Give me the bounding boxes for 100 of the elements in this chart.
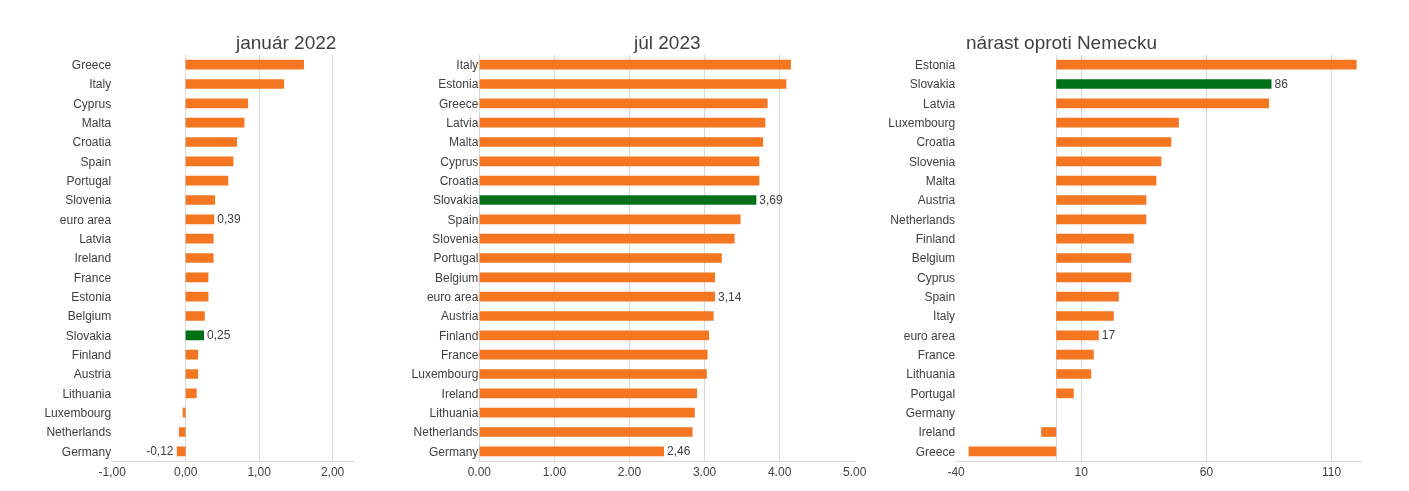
bar [185, 311, 205, 321]
bar [185, 330, 205, 341]
bar [1056, 117, 1179, 128]
y-tick-label: Lithuania [62, 386, 112, 401]
y-tick-label: Malta [81, 115, 112, 130]
bar [1056, 79, 1272, 89]
y-tick-label: Slovenia [909, 154, 956, 169]
y-tick-label: Spain [447, 212, 479, 227]
y-tick-label: Germany [61, 444, 112, 459]
bar [1056, 272, 1132, 283]
y-tick-label: Netherlands [413, 425, 479, 440]
y-tick-label: euro area [903, 328, 956, 343]
y-tick-label: France [73, 270, 112, 285]
bar [479, 214, 741, 225]
y-tick-label: Ireland [74, 251, 112, 266]
y-tick-label: Luxembourg [888, 115, 956, 130]
data-label: 2,46 [667, 444, 691, 459]
y-tick-label: Belgium [434, 270, 479, 285]
bar [1056, 59, 1357, 70]
y-tick-label: France [917, 347, 956, 362]
y-tick-label: Belgium [911, 251, 956, 266]
bar [185, 117, 245, 128]
bar [1056, 214, 1147, 225]
x-tick-label: 1,00 [247, 465, 272, 480]
y-tick-label: Ireland [918, 425, 956, 440]
bar [479, 156, 760, 167]
bar [479, 195, 757, 205]
y-tick-label: Malta [925, 173, 956, 188]
y-tick-label: Portugal [433, 251, 479, 266]
data-label: 0,39 [217, 212, 241, 227]
bar [1056, 253, 1132, 263]
x-tick-label: 60 [1199, 465, 1214, 480]
y-tick-label: Greece [71, 57, 112, 72]
bar [479, 79, 787, 89]
bar [479, 291, 716, 302]
bar [479, 137, 764, 147]
y-tick-label: Croatia [439, 173, 479, 188]
bar [1056, 137, 1172, 147]
y-tick-label: Cyprus [440, 154, 479, 169]
data-label: 86 [1274, 77, 1289, 91]
bar [479, 427, 693, 437]
y-tick-label: Slovakia [65, 328, 112, 343]
y-tick-label: Cyprus [73, 96, 112, 111]
bar [1056, 98, 1269, 109]
y-tick-label: Finland [915, 231, 956, 246]
bar [1056, 369, 1092, 379]
x-tick-label: 0,00 [173, 465, 198, 480]
bar [182, 407, 186, 418]
bar [185, 233, 214, 244]
y-tick-label: Slovenia [65, 193, 112, 208]
bar [1056, 330, 1099, 341]
y-tick-label: Austria [440, 309, 479, 324]
y-tick-label: Austria [917, 193, 956, 208]
bar [479, 349, 708, 360]
bar [185, 137, 238, 147]
data-label: 3,69 [759, 193, 784, 207]
y-tick-label: Austria [73, 367, 112, 382]
bar [185, 59, 304, 70]
bar [185, 253, 214, 263]
bar [185, 98, 249, 109]
x-tick-label: 3.00 [692, 465, 717, 480]
y-tick-label: Portugal [910, 386, 956, 401]
x-tick-label: 10 [1074, 465, 1089, 480]
y-tick-label: Malta [448, 135, 479, 150]
bar [479, 117, 766, 128]
x-tick-label: 110 [1321, 465, 1342, 480]
y-tick-label: Greece [915, 444, 956, 459]
y-tick-label: Slovenia [432, 231, 479, 246]
y-tick-label: Estonia [71, 289, 112, 304]
bar [479, 311, 714, 321]
bar [479, 253, 722, 263]
y-tick-label: Belgium [67, 309, 112, 324]
y-tick-label: euro area [426, 289, 479, 304]
y-tick-label: Latvia [79, 231, 112, 246]
bar [185, 214, 215, 225]
y-tick-label: Spain [924, 289, 956, 304]
y-tick-label: Luxembourg [411, 367, 479, 382]
x-tick-label: 4.00 [767, 465, 792, 480]
bar [1056, 311, 1114, 321]
y-tick-label: Finland [71, 347, 112, 362]
y-tick-label: Finland [438, 328, 479, 343]
y-tick-label: euro area [59, 212, 112, 227]
bar [185, 195, 216, 205]
bar [176, 446, 186, 457]
y-tick-label: France [440, 347, 479, 362]
x-tick-label: 0.00 [467, 465, 492, 480]
bar [185, 272, 209, 283]
bar [1056, 156, 1162, 167]
x-tick-label: 2,00 [320, 465, 345, 480]
bar [1041, 427, 1057, 437]
chart-title: júl 2023 [633, 32, 701, 53]
y-tick-label: Germany [905, 405, 956, 420]
y-tick-label: Luxembourg [44, 405, 112, 420]
bar [479, 59, 791, 70]
bar [1056, 233, 1134, 244]
bar [479, 388, 698, 399]
x-tick-label: -1,00 [98, 465, 127, 480]
bar [479, 175, 760, 186]
bar [968, 446, 1057, 457]
y-tick-label: Lithuania [906, 367, 956, 382]
